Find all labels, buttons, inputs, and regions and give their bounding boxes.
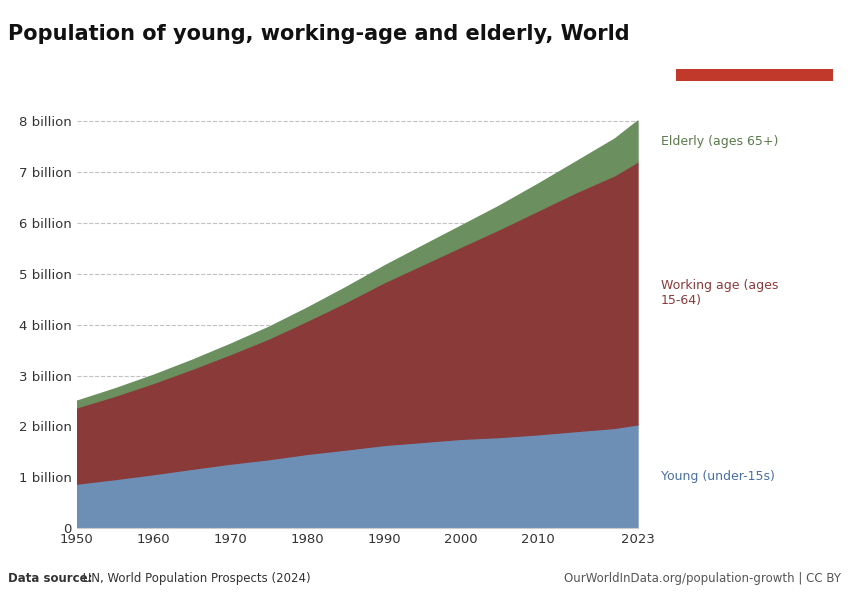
- Text: Young (under-15s): Young (under-15s): [660, 470, 774, 482]
- Text: Working age (ages
15-64): Working age (ages 15-64): [660, 279, 778, 307]
- Text: Our World: Our World: [717, 25, 792, 38]
- Text: in Data: in Data: [728, 46, 781, 59]
- Text: Elderly (ages 65+): Elderly (ages 65+): [660, 134, 778, 148]
- Text: OurWorldInData.org/population-growth | CC BY: OurWorldInData.org/population-growth | C…: [564, 572, 842, 585]
- FancyBboxPatch shape: [676, 68, 833, 81]
- Text: Population of young, working-age and elderly, World: Population of young, working-age and eld…: [8, 24, 630, 44]
- Text: Data source:: Data source:: [8, 572, 93, 585]
- Text: UN, World Population Prospects (2024): UN, World Population Prospects (2024): [79, 572, 311, 585]
